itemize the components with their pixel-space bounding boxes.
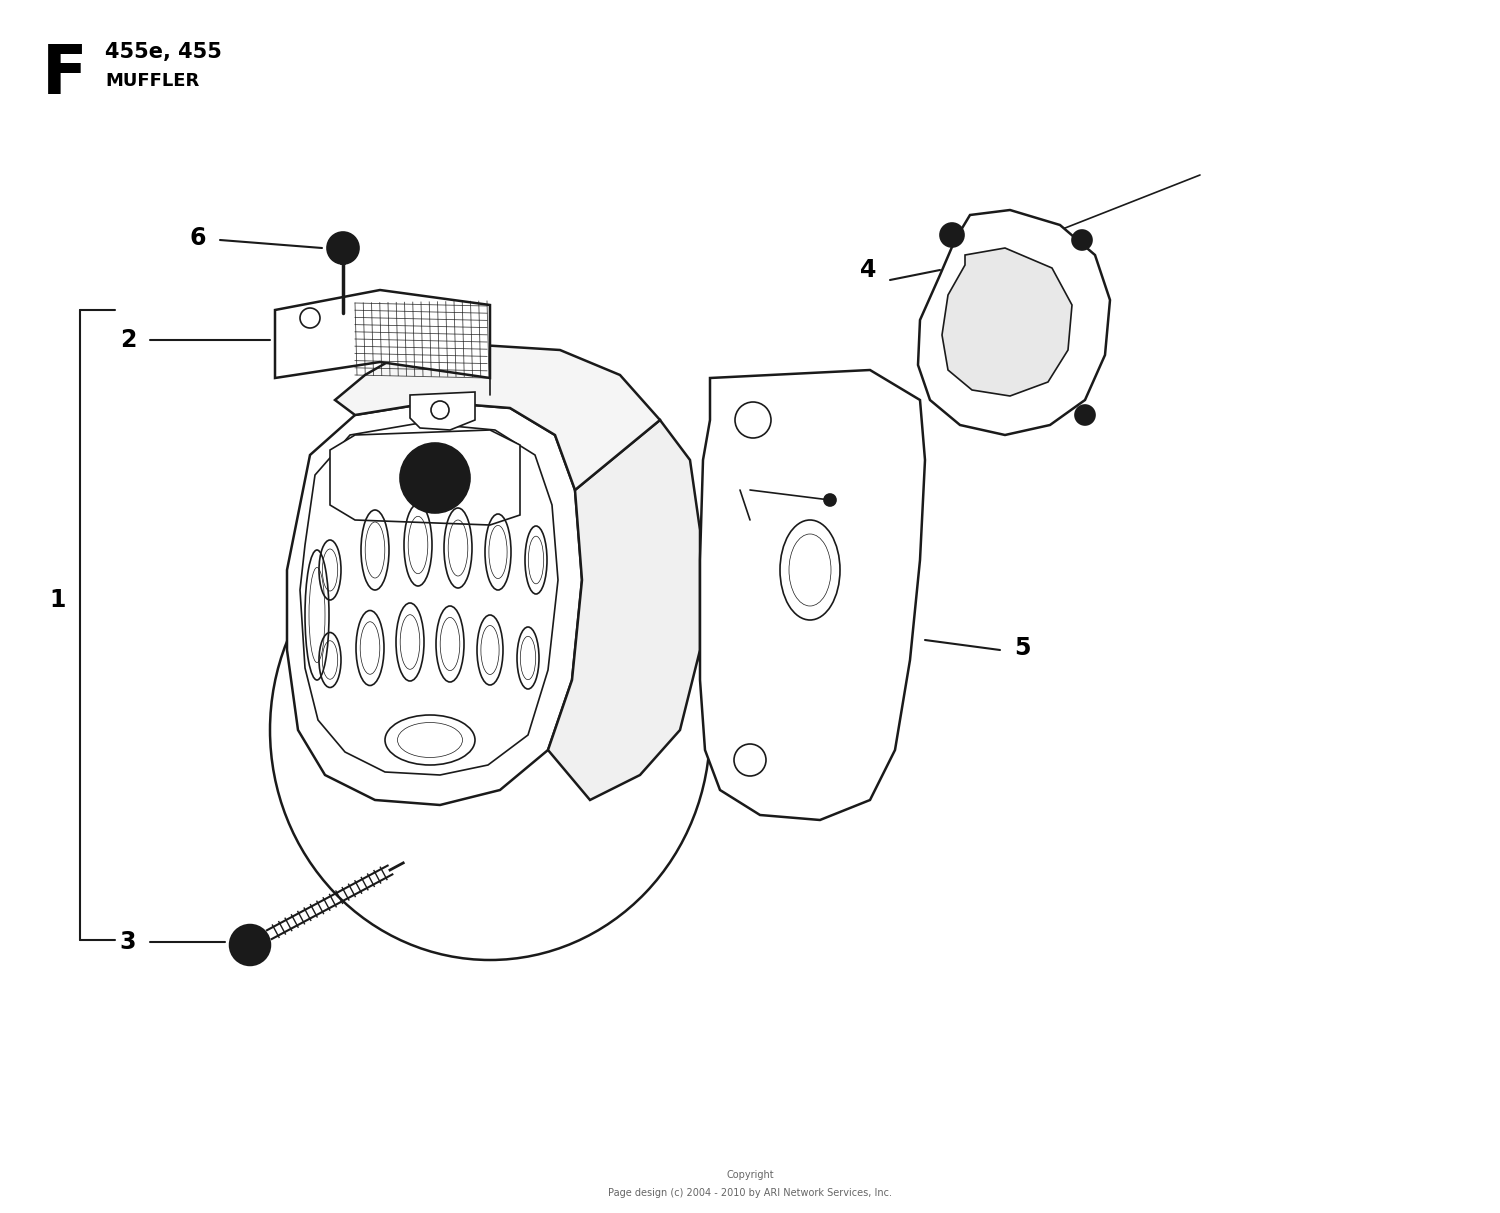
Circle shape: [1076, 405, 1095, 425]
Polygon shape: [700, 370, 926, 820]
Text: 6: 6: [189, 226, 206, 250]
Text: Page design (c) 2004 - 2010 by ARI Network Services, Inc.: Page design (c) 2004 - 2010 by ARI Netwo…: [608, 1188, 892, 1198]
Text: 5: 5: [1014, 636, 1031, 660]
Polygon shape: [334, 344, 660, 490]
Polygon shape: [918, 210, 1110, 435]
Text: MUFFLER: MUFFLER: [105, 72, 200, 90]
Polygon shape: [330, 429, 520, 525]
Circle shape: [824, 494, 836, 506]
Circle shape: [230, 926, 270, 966]
Text: 4: 4: [859, 258, 876, 281]
Circle shape: [400, 443, 470, 513]
Text: 455e, 455: 455e, 455: [105, 42, 222, 62]
Polygon shape: [548, 420, 700, 801]
Circle shape: [940, 223, 964, 247]
Text: F: F: [42, 42, 87, 108]
Circle shape: [1072, 230, 1092, 250]
Polygon shape: [942, 247, 1072, 395]
Text: Copyright: Copyright: [726, 1171, 774, 1180]
Circle shape: [327, 232, 358, 264]
Text: 1: 1: [50, 588, 66, 613]
Polygon shape: [286, 402, 582, 805]
Polygon shape: [410, 392, 476, 429]
Text: 3: 3: [120, 930, 136, 953]
Text: 2: 2: [120, 328, 136, 352]
Polygon shape: [274, 290, 490, 378]
